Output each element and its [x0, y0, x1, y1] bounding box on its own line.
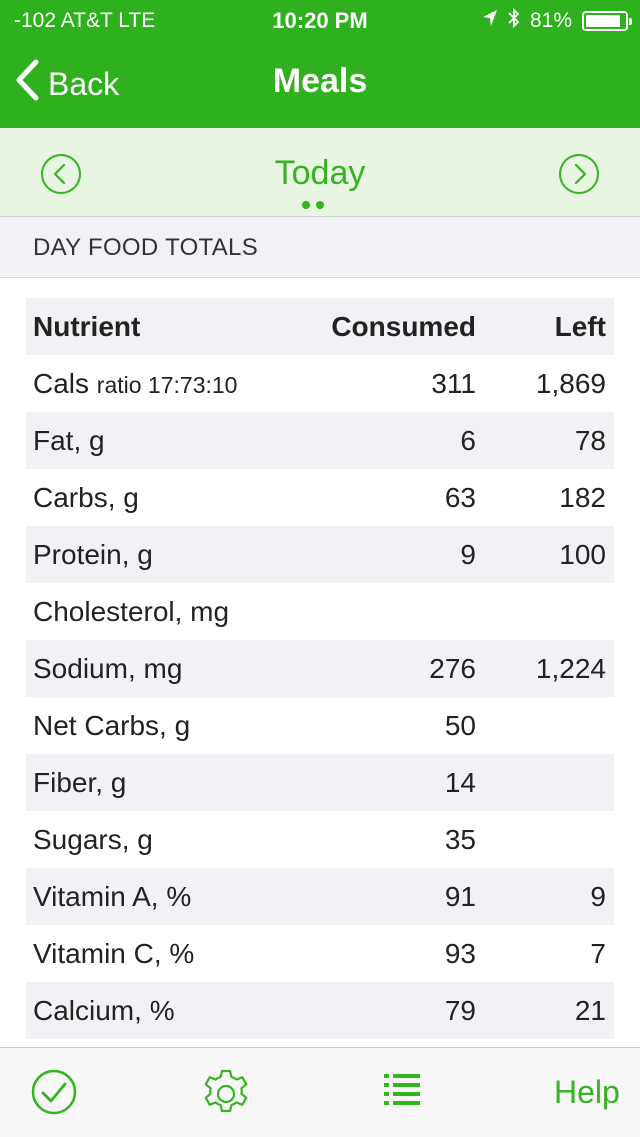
header-consumed: Consumed [331, 311, 476, 342]
consumed-value: 91 [444, 881, 476, 912]
chevron-left-circle-icon [41, 154, 81, 194]
nutrient-name: Fiber, g [33, 767, 127, 798]
back-button[interactable]: Back [14, 59, 120, 109]
date-navigator: Today [0, 128, 640, 217]
nutrient-name: Net Carbs, g [33, 710, 191, 741]
nutrient-name: Protein, g [33, 539, 153, 570]
left-value: 1,869 [535, 368, 606, 399]
settings-button[interactable] [200, 1068, 250, 1118]
nutrient-name: Carbs, g [33, 482, 139, 513]
carrier-label: -102 AT&T LTE [14, 9, 156, 32]
table-row: Sodium, mg 276 1,224 [26, 640, 614, 697]
chevron-right-circle-icon [559, 154, 599, 194]
left-value: 78 [574, 425, 606, 456]
battery-percent: 81% [529, 9, 572, 32]
nutrient-name: Sugars, g [33, 824, 153, 855]
consumed-value: 79 [444, 995, 476, 1026]
battery-icon [582, 11, 632, 31]
table-row: Cholesterol, mg [26, 583, 614, 640]
header-nutrient: Nutrient [33, 311, 141, 342]
app-header: -102 AT&T LTE 10:20 PM 81% Back Meals [0, 0, 640, 128]
section-title: DAY FOOD TOTALS [33, 234, 258, 261]
status-time: 10:20 PM [272, 8, 368, 33]
left-value: 9 [590, 881, 606, 912]
nutrient-name: Cals ratio 17:73:10 [33, 368, 238, 399]
nutrient-name: Calcium, % [33, 995, 175, 1026]
table-row: Vitamin C, % 93 7 [26, 925, 614, 982]
nutrient-name: Cholesterol, mg [33, 596, 230, 627]
location-icon [482, 9, 498, 33]
status-bar: -102 AT&T LTE 10:20 PM 81% [0, 0, 640, 40]
done-button[interactable] [30, 1068, 80, 1118]
nutrient-name: Vitamin A, % [33, 881, 192, 912]
list-button[interactable] [380, 1068, 430, 1118]
page-dots [302, 196, 342, 227]
consumed-value: 9 [460, 539, 476, 570]
consumed-value: 276 [429, 653, 476, 684]
help-button[interactable]: Help [554, 1074, 620, 1110]
back-label: Back [48, 65, 120, 102]
table-row: Protein, g 9 100 [26, 526, 614, 583]
consumed-value: 311 [431, 368, 476, 399]
consumed-value: 14 [444, 767, 476, 798]
table-row: Sugars, g 35 [26, 811, 614, 868]
table-row: Net Carbs, g 50 [26, 697, 614, 754]
page-title: Meals [272, 62, 368, 100]
list-icon [384, 1074, 420, 1105]
consumed-value: 35 [444, 824, 476, 855]
table-row: Cals ratio 17:73:10 311 1,869 [26, 355, 614, 412]
next-day-button[interactable] [558, 153, 599, 194]
left-value: 21 [574, 995, 606, 1026]
left-value: 1,224 [535, 653, 606, 684]
left-value: 7 [590, 938, 606, 969]
nutrient-name: Vitamin C, % [33, 938, 195, 969]
check-circle-icon [31, 1069, 77, 1115]
header-left: Left [554, 311, 606, 342]
nutrient-name: Sodium, mg [33, 653, 183, 684]
calorie-ratio: ratio 17:73:10 [96, 372, 238, 398]
consumed-value: 93 [444, 938, 476, 969]
consumed-value: 6 [460, 425, 476, 456]
chevron-left-icon [14, 59, 40, 109]
nutrient-name: Fat, g [33, 425, 105, 456]
nutrient-table: Nutrient Consumed Left Cals ratio 17:73:… [26, 298, 614, 1039]
table-row: Calcium, % 79 21 [26, 982, 614, 1039]
table-row: Carbs, g 63 182 [26, 469, 614, 526]
bottom-toolbar: Help [0, 1047, 640, 1137]
previous-day-button[interactable] [40, 153, 81, 194]
left-value: 100 [559, 539, 606, 570]
date-label[interactable]: Today [274, 154, 366, 192]
table-row: Vitamin A, % 91 9 [26, 868, 614, 925]
table-row: Fat, g 6 78 [26, 412, 614, 469]
status-right: 81% [482, 7, 632, 34]
nav-bar: Back Meals [0, 40, 640, 128]
gear-icon [204, 1069, 248, 1113]
consumed-value: 63 [444, 482, 476, 513]
table-row: Fiber, g 14 [26, 754, 614, 811]
consumed-value: 50 [444, 710, 476, 741]
table-header-row: Nutrient Consumed Left [26, 298, 614, 355]
section-header: DAY FOOD TOTALS [0, 217, 640, 278]
bluetooth-icon [508, 7, 520, 34]
left-value: 182 [559, 482, 606, 513]
